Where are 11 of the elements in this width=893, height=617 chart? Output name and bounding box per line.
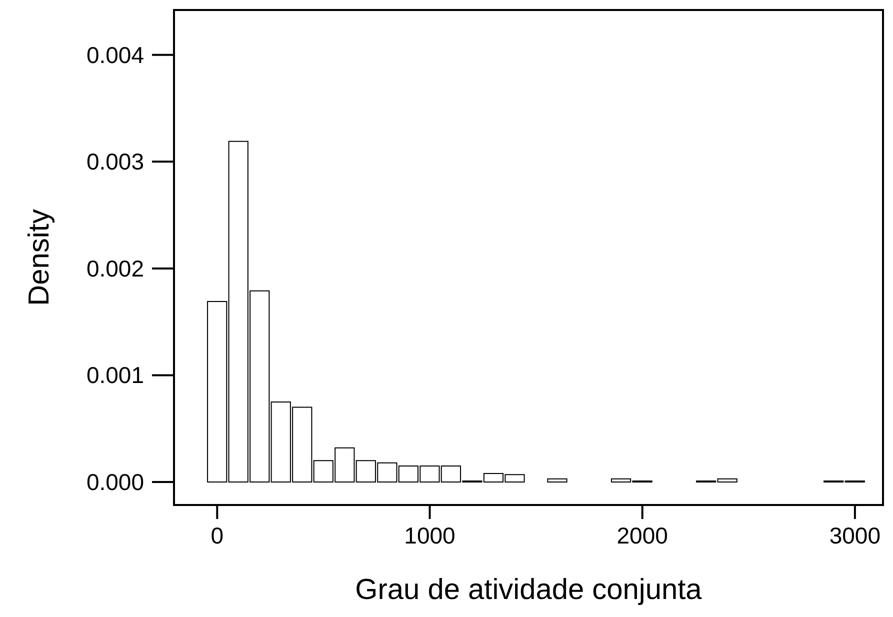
x-axis-title: Grau de atividade conjunta [355, 574, 703, 606]
y-tick-label: 0.001 [86, 362, 144, 388]
y-tick-label: 0.004 [86, 42, 144, 68]
y-tick-label: 0.000 [86, 469, 144, 496]
x-tick-label: 1000 [404, 522, 456, 548]
y-axis-title: Density [23, 208, 56, 306]
y-tick-label: 0.002 [86, 255, 144, 282]
y-tick-label: 0.003 [86, 148, 144, 175]
x-tick-label: 0 [210, 522, 224, 548]
x-tick-label: 3000 [829, 522, 881, 548]
x-tick-label: 2000 [616, 522, 668, 548]
